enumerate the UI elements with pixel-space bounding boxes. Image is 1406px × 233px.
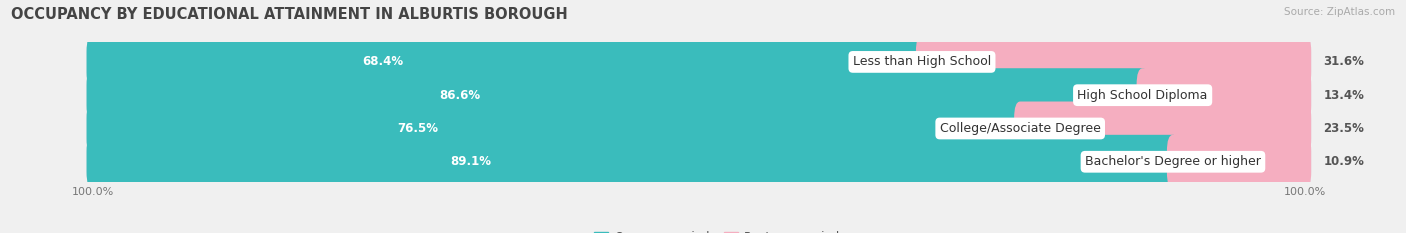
- FancyBboxPatch shape: [1014, 102, 1312, 155]
- Text: 86.6%: 86.6%: [440, 89, 481, 102]
- Text: Less than High School: Less than High School: [853, 55, 991, 69]
- FancyBboxPatch shape: [87, 102, 1312, 155]
- FancyBboxPatch shape: [87, 68, 1312, 122]
- Text: 10.9%: 10.9%: [1323, 155, 1364, 168]
- Text: Bachelor's Degree or higher: Bachelor's Degree or higher: [1085, 155, 1261, 168]
- FancyBboxPatch shape: [87, 35, 928, 89]
- FancyBboxPatch shape: [87, 135, 1312, 189]
- FancyBboxPatch shape: [915, 35, 1312, 89]
- FancyBboxPatch shape: [1167, 135, 1312, 189]
- FancyBboxPatch shape: [87, 35, 1312, 89]
- Text: 31.6%: 31.6%: [1323, 55, 1364, 69]
- FancyBboxPatch shape: [87, 135, 1180, 189]
- Text: 23.5%: 23.5%: [1323, 122, 1364, 135]
- Text: College/Associate Degree: College/Associate Degree: [939, 122, 1101, 135]
- Text: 68.4%: 68.4%: [363, 55, 404, 69]
- Text: OCCUPANCY BY EDUCATIONAL ATTAINMENT IN ALBURTIS BOROUGH: OCCUPANCY BY EDUCATIONAL ATTAINMENT IN A…: [11, 7, 568, 22]
- Text: Source: ZipAtlas.com: Source: ZipAtlas.com: [1284, 7, 1395, 17]
- Text: 13.4%: 13.4%: [1323, 89, 1364, 102]
- Legend: Owner-occupied, Renter-occupied: Owner-occupied, Renter-occupied: [589, 226, 845, 233]
- FancyBboxPatch shape: [87, 102, 1026, 155]
- Text: 89.1%: 89.1%: [450, 155, 491, 168]
- Text: High School Diploma: High School Diploma: [1077, 89, 1208, 102]
- Text: 76.5%: 76.5%: [396, 122, 437, 135]
- FancyBboxPatch shape: [1136, 68, 1312, 122]
- FancyBboxPatch shape: [87, 68, 1149, 122]
